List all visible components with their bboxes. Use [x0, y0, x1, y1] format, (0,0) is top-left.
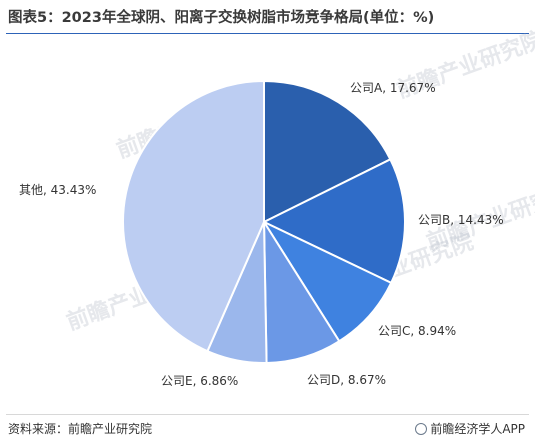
- pie-slice-0: [263, 79, 392, 224]
- brand-mark: 前瞻经济学人APP: [415, 420, 525, 437]
- source-note: 资料来源：前瞻产业研究院: [8, 422, 153, 436]
- pie-slices: [122, 79, 406, 364]
- slice-labels: 公司A, 17.67% 公司B, 14.43% 公司C, 8.94% 公司D, 8.6…: [19, 81, 504, 388]
- slice-label-0: 公司A, 17.67%: [350, 81, 436, 95]
- pie-slice-5: [122, 79, 265, 353]
- slice-label-1: 公司B, 14.43%: [418, 213, 504, 227]
- brand-name: 前瞻经济学人APP: [430, 422, 525, 436]
- brand-logo-icon: [415, 423, 428, 435]
- pie-slice-2: [261, 219, 393, 343]
- pie-slice-1: [261, 157, 406, 285]
- slice-label-3: 公司D, 8.67%: [307, 373, 386, 387]
- footer-divider: [6, 414, 529, 415]
- slice-label-4: 公司E, 6.86%: [161, 374, 238, 388]
- title-divider: [6, 33, 529, 34]
- slice-label-5: 其他, 43.43%: [19, 183, 96, 197]
- slice-label-2: 公司C, 8.94%: [378, 324, 456, 338]
- chart-title: 图表5：2023年全球阴、阳离子交换树脂市场竞争格局(单位：%): [8, 10, 435, 26]
